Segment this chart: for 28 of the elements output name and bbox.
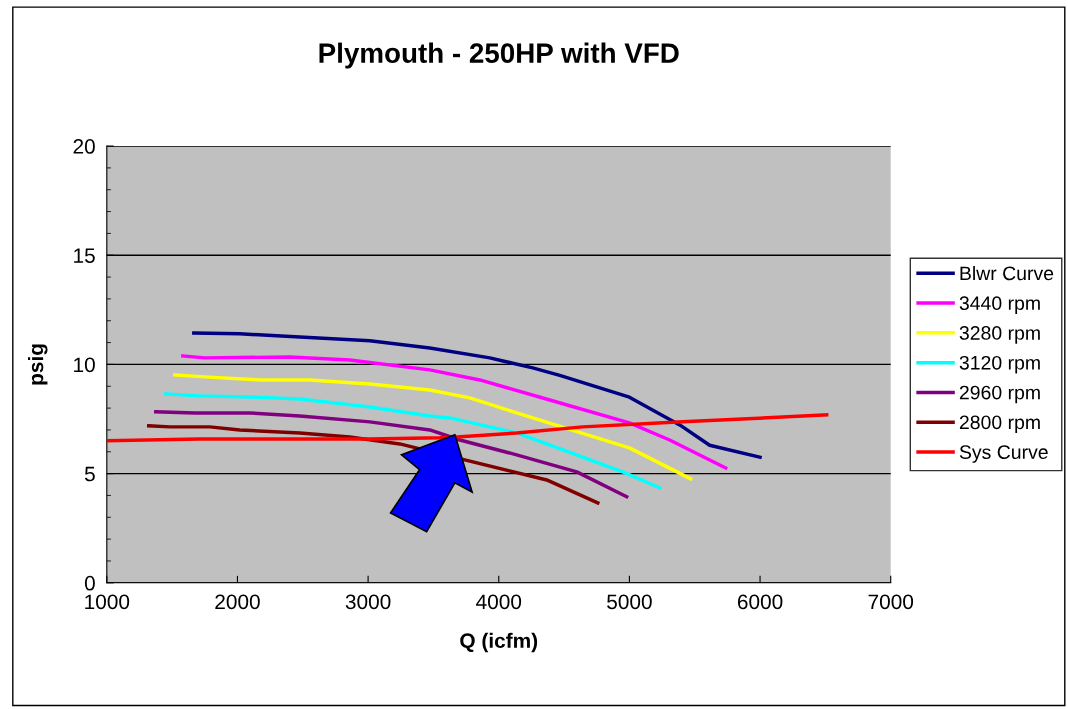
line-series [173, 373, 693, 481]
line-series [106, 413, 829, 443]
x-axis-title: Q (icfm) [460, 632, 538, 653]
legend-label: 3280 rpm [959, 326, 1040, 344]
line-series [164, 392, 662, 490]
line-series [192, 331, 762, 459]
y-tick-label: 20 [73, 139, 95, 154]
x-tick-label: 2000 [215, 594, 260, 610]
x-tick-label: 4000 [476, 594, 522, 610]
legend-label: Blwr Curve [960, 265, 1054, 281]
x-tick-label: 7000 [868, 594, 914, 610]
y-tick-label: 15 [74, 248, 95, 263]
y-tick-label: 10 [74, 357, 95, 373]
x-tick-label: 3000 [345, 594, 391, 610]
y-axis-title: psig [28, 344, 48, 385]
y-tick-label: 0 [84, 575, 95, 591]
legend-label: 3440 rpm [959, 296, 1040, 314]
line-series [154, 410, 629, 499]
legend-label: 3120 rpm [959, 355, 1040, 374]
chart-title: Plymouth - 250HP with VFD [319, 42, 679, 69]
legend-label: 2800 rpm [959, 415, 1040, 434]
legend-label: Sys Curve [959, 445, 1048, 463]
y-tick-label: 5 [84, 466, 95, 482]
x-tick-label: 6000 [737, 594, 783, 610]
x-tick-label: 1000 [85, 594, 130, 610]
x-tick-label: 5000 [607, 594, 652, 610]
line-series [181, 354, 728, 470]
legend-label: 2960 rpm [959, 385, 1040, 404]
